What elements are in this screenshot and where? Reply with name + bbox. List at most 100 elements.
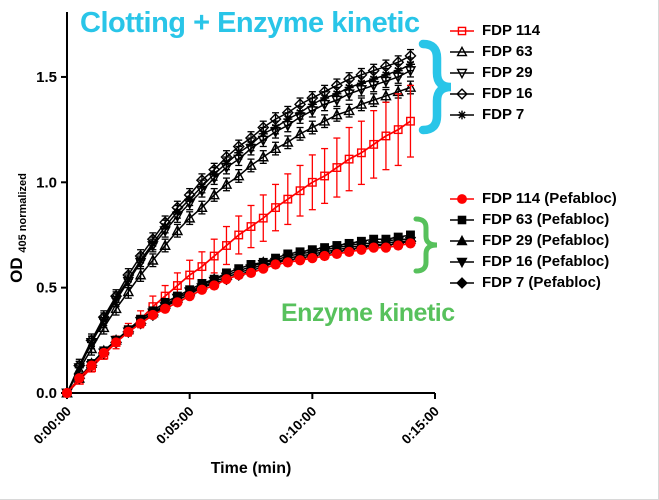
data-point-marker bbox=[135, 318, 146, 329]
data-point-marker bbox=[294, 255, 306, 266]
data-point-marker bbox=[456, 45, 468, 56]
data-point-marker bbox=[258, 213, 268, 223]
data-point-marker bbox=[331, 108, 343, 120]
data-point-marker bbox=[282, 257, 293, 268]
legend-item-fdp-114-pefabloc-: FDP 114 (Pefabloc) bbox=[449, 188, 617, 209]
data-point-marker bbox=[307, 253, 318, 264]
data-point-marker bbox=[333, 90, 341, 98]
data-point-marker bbox=[86, 360, 97, 371]
data-point-marker bbox=[259, 130, 267, 138]
data-point-marker bbox=[134, 268, 147, 280]
data-point-marker bbox=[271, 203, 280, 213]
legend-clotting-group: FDP 114 FDP 63 FDP 29 FDP 16 FDP 7 bbox=[449, 20, 540, 125]
data-point-marker bbox=[247, 140, 255, 149]
data-point-marker bbox=[197, 262, 207, 272]
data-point-marker bbox=[380, 89, 392, 101]
legend-label: FDP 29 bbox=[482, 64, 533, 81]
data-point-marker bbox=[319, 250, 330, 262]
data-point-marker bbox=[367, 93, 380, 105]
data-point-marker bbox=[233, 169, 245, 181]
data-point-marker bbox=[345, 83, 353, 92]
x-tick-label: 0:05:00 bbox=[153, 404, 197, 448]
data-point-marker bbox=[356, 148, 366, 158]
data-point-marker bbox=[123, 326, 134, 338]
data-point-marker bbox=[369, 75, 378, 83]
legend-item-fdp-29: FDP 29 bbox=[449, 62, 540, 83]
data-point-marker bbox=[222, 159, 231, 168]
legend-item-fdp-16: FDP 16 bbox=[449, 83, 540, 104]
data-point-marker bbox=[332, 163, 342, 172]
data-point-marker bbox=[320, 171, 330, 181]
legend-label: FDP 16 bbox=[482, 85, 533, 102]
data-point-marker bbox=[147, 309, 158, 321]
data-point-marker bbox=[185, 270, 195, 280]
data-point-marker bbox=[196, 284, 208, 295]
data-point-marker bbox=[393, 125, 403, 135]
x-tick-label: 0:10:00 bbox=[276, 404, 320, 448]
y-axis-title-main: OD bbox=[7, 257, 26, 283]
triangle-down-marker-icon bbox=[450, 257, 474, 268]
group-braces bbox=[413, 39, 452, 274]
legend-item-fdp-29-pefabloc-: FDP 29 (Pefabloc) bbox=[449, 230, 617, 251]
data-point-marker bbox=[394, 66, 402, 75]
data-point-marker bbox=[457, 193, 467, 204]
data-point-marker bbox=[221, 274, 232, 285]
data-point-marker bbox=[100, 315, 108, 323]
y-tick-label: 0.0 bbox=[36, 385, 57, 402]
data-point-marker bbox=[234, 230, 244, 240]
data-point-marker bbox=[344, 246, 355, 257]
data-point-marker bbox=[406, 60, 415, 69]
legend-label: FDP 63 (Pefabloc) bbox=[482, 211, 610, 228]
data-point-marker bbox=[369, 139, 379, 149]
data-point-marker bbox=[161, 222, 169, 231]
legend-label: FDP 29 (Pefabloc) bbox=[482, 232, 610, 249]
triangle-down-marker-icon bbox=[450, 68, 474, 79]
x-tick-label: 0:00:00 bbox=[31, 404, 75, 448]
legend-label: FDP 16 (Pefabloc) bbox=[482, 253, 610, 270]
data-point-marker bbox=[246, 222, 256, 231]
data-point-marker bbox=[331, 248, 342, 260]
legend-item-fdp-63-pefabloc-: FDP 63 (Pefabloc) bbox=[449, 209, 617, 230]
legend-label: FDP 63 bbox=[482, 43, 533, 60]
data-point-marker bbox=[185, 195, 194, 203]
data-point-marker bbox=[222, 241, 231, 250]
data-point-marker bbox=[149, 239, 157, 248]
data-point-marker bbox=[381, 131, 391, 141]
data-point-marker bbox=[457, 26, 467, 35]
data-point-marker bbox=[147, 253, 159, 265]
data-point-marker bbox=[245, 159, 257, 170]
legend-item-fdp-7: FDP 7 bbox=[449, 104, 540, 125]
triangle-marker-icon bbox=[450, 45, 474, 56]
data-point-marker bbox=[184, 290, 195, 302]
data-point-marker bbox=[356, 244, 367, 255]
y-tick-label: 0.5 bbox=[36, 280, 57, 297]
asterisk-marker-icon bbox=[450, 110, 474, 119]
data-point-marker bbox=[209, 280, 220, 291]
data-point-marker bbox=[357, 79, 366, 87]
legend-item-fdp-114: FDP 114 bbox=[449, 20, 540, 41]
data-point-marker bbox=[456, 234, 468, 245]
data-point-marker bbox=[405, 238, 416, 249]
legend-item-fdp-7-pefabloc-: FDP 7 (Pefabloc) bbox=[449, 272, 617, 293]
data-point-marker bbox=[318, 114, 331, 126]
data-point-marker bbox=[258, 263, 269, 274]
data-point-marker bbox=[171, 224, 184, 236]
clotting-group-brace bbox=[418, 39, 452, 135]
data-point-marker bbox=[172, 281, 182, 290]
data-point-marker bbox=[458, 110, 466, 119]
data-point-marker bbox=[75, 363, 83, 372]
data-point-marker bbox=[271, 123, 280, 132]
legend-label: FDP 114 (Pefabloc) bbox=[482, 190, 617, 207]
data-point-marker bbox=[110, 302, 122, 314]
data-point-marker bbox=[196, 201, 208, 213]
data-point-marker bbox=[296, 109, 304, 117]
data-point-marker bbox=[173, 208, 182, 216]
data-point-marker bbox=[235, 149, 243, 157]
series-fdp-114-pefabloc- bbox=[61, 238, 416, 399]
data-point-marker bbox=[61, 387, 73, 399]
legend-item-fdp-63: FDP 63 bbox=[449, 41, 540, 62]
data-point-marker bbox=[124, 275, 133, 283]
data-point-marker bbox=[306, 121, 319, 132]
